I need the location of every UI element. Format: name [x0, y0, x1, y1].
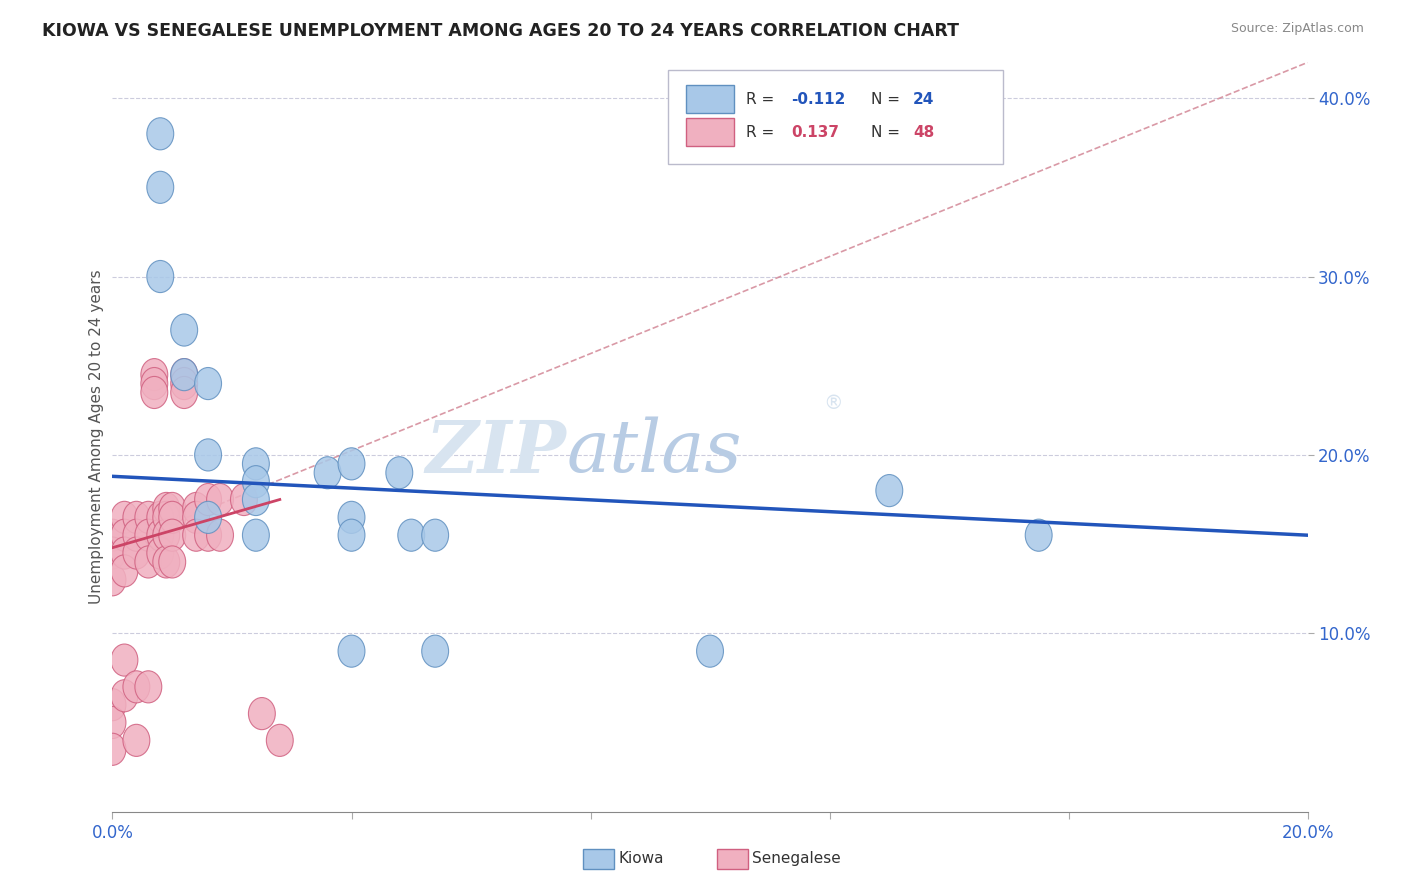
- Ellipse shape: [266, 724, 294, 756]
- Ellipse shape: [194, 501, 222, 533]
- Ellipse shape: [314, 457, 342, 489]
- Text: ZIP: ZIP: [426, 417, 567, 488]
- Ellipse shape: [153, 546, 180, 578]
- Ellipse shape: [183, 492, 209, 524]
- Ellipse shape: [1025, 519, 1052, 551]
- Ellipse shape: [122, 501, 150, 533]
- Ellipse shape: [242, 519, 270, 551]
- Ellipse shape: [98, 519, 127, 551]
- Ellipse shape: [422, 635, 449, 667]
- Text: ®: ®: [824, 394, 844, 413]
- Ellipse shape: [337, 635, 366, 667]
- Ellipse shape: [170, 359, 198, 391]
- FancyBboxPatch shape: [668, 70, 1002, 163]
- Ellipse shape: [194, 439, 222, 471]
- Text: Senegalese: Senegalese: [752, 851, 841, 865]
- Ellipse shape: [146, 537, 174, 569]
- Ellipse shape: [249, 698, 276, 730]
- FancyBboxPatch shape: [686, 118, 734, 146]
- Y-axis label: Unemployment Among Ages 20 to 24 years: Unemployment Among Ages 20 to 24 years: [89, 269, 104, 605]
- Ellipse shape: [194, 483, 222, 516]
- Ellipse shape: [141, 376, 167, 409]
- Text: N =: N =: [872, 92, 905, 107]
- Ellipse shape: [242, 483, 270, 516]
- Text: N =: N =: [872, 125, 905, 140]
- Ellipse shape: [111, 519, 138, 551]
- Ellipse shape: [194, 368, 222, 400]
- Ellipse shape: [183, 519, 209, 551]
- Ellipse shape: [122, 519, 150, 551]
- Ellipse shape: [337, 519, 366, 551]
- Ellipse shape: [98, 733, 127, 765]
- Text: R =: R =: [747, 92, 779, 107]
- Ellipse shape: [135, 671, 162, 703]
- Ellipse shape: [159, 501, 186, 533]
- Ellipse shape: [146, 260, 174, 293]
- Ellipse shape: [242, 466, 270, 498]
- Ellipse shape: [207, 483, 233, 516]
- Ellipse shape: [170, 368, 198, 400]
- Ellipse shape: [135, 546, 162, 578]
- Ellipse shape: [98, 564, 127, 596]
- Ellipse shape: [122, 537, 150, 569]
- Ellipse shape: [231, 483, 257, 516]
- Ellipse shape: [159, 492, 186, 524]
- Ellipse shape: [111, 501, 138, 533]
- Ellipse shape: [98, 537, 127, 569]
- Text: atlas: atlas: [567, 417, 742, 487]
- Text: 48: 48: [914, 125, 935, 140]
- Ellipse shape: [122, 671, 150, 703]
- FancyBboxPatch shape: [686, 85, 734, 113]
- Ellipse shape: [153, 501, 180, 533]
- Text: R =: R =: [747, 125, 785, 140]
- Ellipse shape: [111, 555, 138, 587]
- Ellipse shape: [111, 680, 138, 712]
- Ellipse shape: [170, 376, 198, 409]
- Text: Source: ZipAtlas.com: Source: ZipAtlas.com: [1230, 22, 1364, 36]
- Ellipse shape: [111, 537, 138, 569]
- Ellipse shape: [422, 519, 449, 551]
- Ellipse shape: [159, 546, 186, 578]
- Ellipse shape: [337, 501, 366, 533]
- Ellipse shape: [153, 519, 180, 551]
- Ellipse shape: [146, 501, 174, 533]
- Ellipse shape: [183, 501, 209, 533]
- Ellipse shape: [135, 501, 162, 533]
- Ellipse shape: [337, 448, 366, 480]
- Ellipse shape: [159, 519, 186, 551]
- Ellipse shape: [153, 492, 180, 524]
- Ellipse shape: [876, 475, 903, 507]
- Ellipse shape: [385, 457, 413, 489]
- Ellipse shape: [194, 519, 222, 551]
- Ellipse shape: [170, 359, 198, 391]
- Ellipse shape: [696, 635, 724, 667]
- Ellipse shape: [398, 519, 425, 551]
- Ellipse shape: [146, 519, 174, 551]
- Text: 0.137: 0.137: [792, 125, 839, 140]
- Ellipse shape: [170, 314, 198, 346]
- Text: -0.112: -0.112: [792, 92, 845, 107]
- Ellipse shape: [122, 724, 150, 756]
- Ellipse shape: [98, 689, 127, 721]
- Ellipse shape: [141, 359, 167, 391]
- Ellipse shape: [242, 448, 270, 480]
- Ellipse shape: [146, 171, 174, 203]
- Ellipse shape: [141, 368, 167, 400]
- Ellipse shape: [135, 519, 162, 551]
- Ellipse shape: [146, 118, 174, 150]
- Ellipse shape: [98, 706, 127, 739]
- Text: 24: 24: [914, 92, 935, 107]
- Text: Kiowa: Kiowa: [619, 851, 664, 865]
- Text: KIOWA VS SENEGALESE UNEMPLOYMENT AMONG AGES 20 TO 24 YEARS CORRELATION CHART: KIOWA VS SENEGALESE UNEMPLOYMENT AMONG A…: [42, 22, 959, 40]
- Ellipse shape: [111, 644, 138, 676]
- Ellipse shape: [207, 519, 233, 551]
